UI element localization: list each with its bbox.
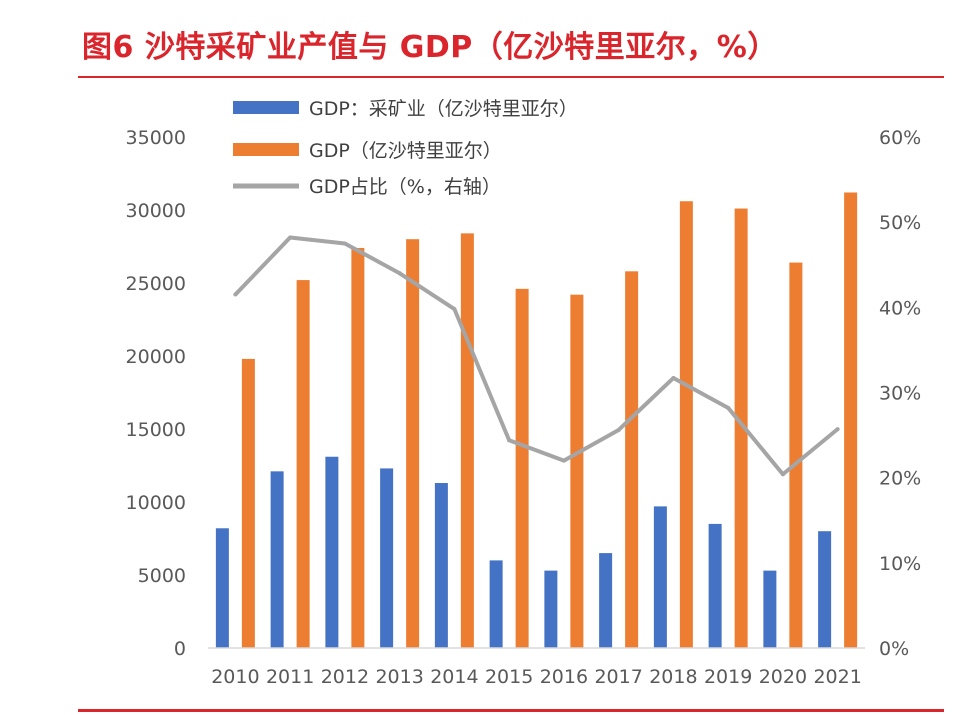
- share-point: [507, 438, 512, 443]
- left-axis-ticks: 0 5000 10000 15000 20000 25000 30000 35000: [126, 127, 186, 660]
- x-tick-label: 2018: [649, 666, 697, 688]
- mining-gdp-bar: [599, 553, 613, 648]
- figure-title: 图6 沙特采矿业产值与 GDP（亿沙特里亚尔，%）: [82, 30, 778, 65]
- gdp-bar: [570, 294, 584, 648]
- x-tick-label: 2017: [594, 666, 642, 688]
- mining-gdp-bar: [489, 560, 503, 648]
- y-left-tick-label: 15000: [126, 419, 186, 441]
- share-point: [288, 235, 293, 240]
- y-left-tick-label: 25000: [126, 273, 186, 295]
- x-tick-label: 2020: [759, 666, 807, 688]
- y-left-tick-label: 35000: [126, 127, 186, 149]
- y-right-tick-label: 10%: [879, 553, 921, 575]
- gdp-bar: [515, 288, 529, 648]
- gdp-bar: [241, 358, 255, 648]
- share-series-line: [233, 235, 839, 477]
- y-left-tick-label: 0: [174, 638, 186, 660]
- gdp-bar: [625, 271, 639, 648]
- y-left-tick-label: 5000: [138, 565, 186, 587]
- y-left-tick-label: 30000: [126, 200, 186, 222]
- share-point: [233, 292, 238, 297]
- y-left-tick-label: 10000: [126, 492, 186, 514]
- mining-gdp-bar: [653, 506, 667, 648]
- y-left-tick-label: 20000: [126, 346, 186, 368]
- y-right-tick-label: 0%: [879, 638, 909, 660]
- share-point: [342, 241, 347, 246]
- y-right-tick-label: 30%: [879, 383, 921, 405]
- mining-gdp-bar: [380, 468, 394, 648]
- y-right-tick-label: 20%: [879, 468, 921, 490]
- mining-gdp-bar: [270, 471, 284, 648]
- x-tick-label: 2015: [485, 666, 533, 688]
- x-tick-label: 2014: [430, 666, 478, 688]
- mining-gdp-bar: [763, 570, 777, 648]
- x-tick-label: 2010: [211, 666, 259, 688]
- x-tick-label: 2012: [321, 666, 369, 688]
- share-point: [835, 427, 840, 432]
- bottom-rule: [78, 709, 944, 712]
- share-point: [616, 427, 621, 432]
- share-point: [780, 472, 785, 477]
- title-rule: [78, 76, 944, 78]
- mining-gdp-bar: [325, 456, 339, 648]
- x-tick-label: 2016: [540, 666, 588, 688]
- legend: GDP：采矿业（亿沙特里亚尔） GDP（亿沙特里亚尔） GDP占比（%，右轴）: [233, 98, 578, 198]
- right-axis-ticks: 0% 10% 20% 30% 40% 50% 60%: [879, 127, 921, 660]
- x-tick-label: 2021: [813, 666, 861, 688]
- bar-series: [215, 192, 858, 649]
- gdp-bar: [789, 262, 803, 648]
- mining-gdp-bar: [818, 531, 832, 648]
- mining-gdp-bar: [215, 528, 229, 648]
- share-series-points: [233, 235, 840, 477]
- gdp-bar: [351, 247, 365, 648]
- share-point: [561, 458, 566, 463]
- legend-swatch-gdp: [233, 143, 299, 156]
- x-tick-label: 2011: [266, 666, 314, 688]
- gdp-bar: [844, 192, 858, 649]
- gdp-bar: [406, 239, 420, 648]
- share-point: [452, 307, 457, 312]
- mining-gdp-bar: [708, 523, 722, 648]
- gdp-bar: [734, 208, 748, 649]
- y-right-tick-label: 60%: [879, 127, 921, 149]
- legend-label-gdp: GDP（亿沙特里亚尔）: [309, 140, 502, 162]
- legend-label-share: GDP占比（%，右轴）: [309, 176, 501, 198]
- share-point: [671, 376, 676, 381]
- mining-gdp-bar: [434, 483, 448, 648]
- legend-swatch-mining: [233, 101, 299, 114]
- mining-gdp-bar: [544, 570, 558, 648]
- gdp-bar: [460, 233, 474, 649]
- legend-label-mining: GDP：采矿业（亿沙特里亚尔）: [309, 98, 578, 120]
- share-point: [397, 271, 402, 276]
- x-axis-ticks: 2010 2011 2012 2013 2014 2015 2016 2017 2018 2019…: [211, 666, 862, 688]
- y-right-tick-label: 50%: [879, 212, 921, 234]
- x-tick-label: 2019: [704, 666, 752, 688]
- gdp-bar: [296, 280, 310, 648]
- y-right-tick-label: 40%: [879, 297, 921, 319]
- gdp-bar: [679, 201, 693, 649]
- share-point: [726, 405, 731, 410]
- x-tick-label: 2013: [375, 666, 423, 688]
